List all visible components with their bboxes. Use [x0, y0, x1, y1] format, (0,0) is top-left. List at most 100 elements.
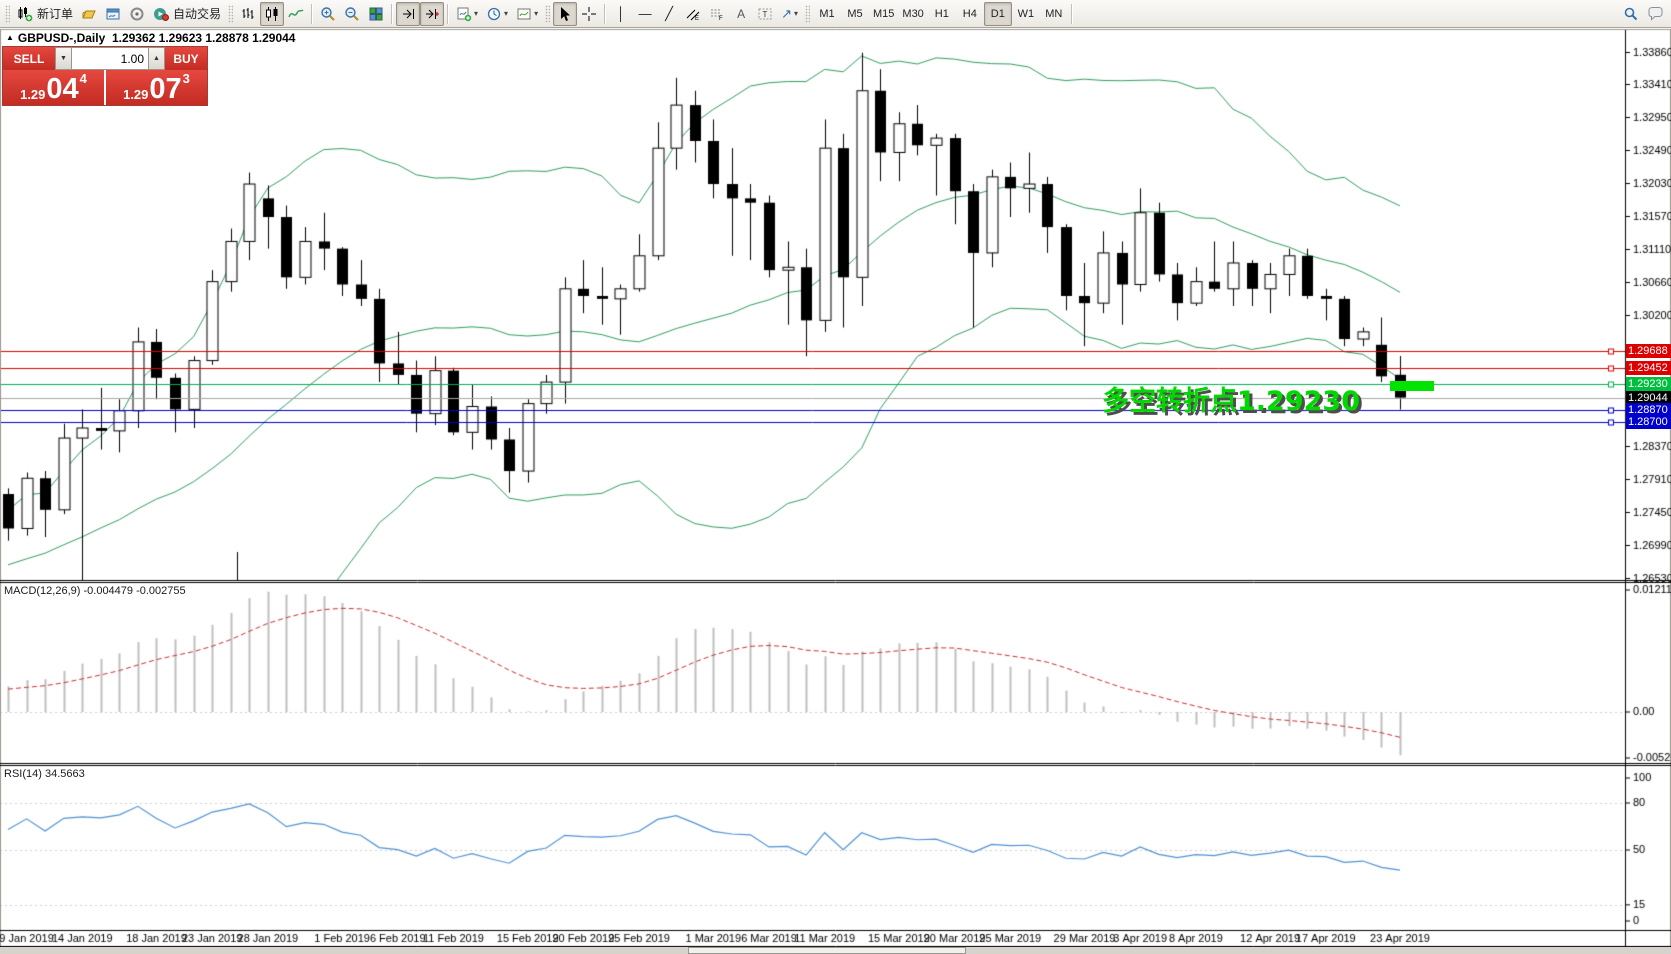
sell-price-big: 04	[46, 73, 79, 105]
sell-price-base: 1.29	[20, 86, 46, 102]
toolbar-grip[interactable]	[545, 4, 551, 23]
templates-button[interactable]: ▾	[512, 2, 542, 26]
crosshair-tool-button[interactable]	[577, 2, 601, 26]
timeframe-button-H1[interactable]: H1	[934, 7, 949, 20]
collapse-triangle-icon[interactable]: ▲	[6, 33, 14, 42]
buy-price[interactable]: 1.29 07 3	[106, 70, 207, 105]
arrows-tool-button[interactable]: ↗ ▾	[777, 2, 802, 26]
price-line-label-5: 1.28700	[1626, 415, 1671, 430]
chat-bubble-icon	[1648, 6, 1663, 21]
main-toolbar: 新订单 自动交易	[0, 0, 1671, 28]
vertical-line-tool-button[interactable]: │	[609, 2, 633, 26]
arrows-icon: ↗	[781, 6, 792, 21]
line-chart-mode-button[interactable]	[284, 2, 308, 26]
scrollbar-thumb[interactable]	[688, 947, 966, 954]
macd-values: -0.004479 -0.002755	[83, 585, 186, 597]
auto-scroll-button[interactable]	[396, 1, 421, 26]
autotrading-icon	[154, 7, 170, 21]
price-line-label-2: 1.29230	[1626, 377, 1671, 392]
chat-button[interactable]	[1643, 2, 1669, 26]
toolbar-grip[interactable]	[5, 4, 10, 23]
timeframe-button-W1[interactable]: W1	[1017, 7, 1035, 20]
timeframe-button-M1[interactable]: M1	[819, 7, 835, 20]
symbol-period-label: GBPUSD-,Daily	[17, 31, 106, 45]
buy-price-big: 07	[149, 73, 182, 105]
horizontal-scrollbar[interactable]	[0, 947, 1671, 954]
trendline-icon: ╱	[665, 6, 673, 21]
rsi-name: RSI(14)	[4, 768, 42, 780]
fibonacci-icon: F	[711, 9, 723, 22]
toolbar-separator	[447, 3, 450, 24]
new-order-button[interactable]: 新订单	[13, 2, 77, 26]
candlestick-icon	[266, 6, 278, 21]
vertical-line-icon: │	[617, 6, 626, 21]
search-button[interactable]	[1619, 2, 1643, 26]
autotrading-label: 自动交易	[173, 7, 222, 21]
profiles-icon	[82, 10, 96, 18]
data-window-icon	[130, 7, 144, 20]
toolbar-grip[interactable]	[805, 4, 810, 23]
chart-shift-button[interactable]	[420, 1, 445, 26]
sell-price-pip: 4	[79, 71, 87, 86]
dropdown-arrow-icon: ▾	[504, 9, 509, 18]
zoom-in-icon	[321, 6, 335, 21]
horizontal-line-tool-button[interactable]: —	[633, 2, 657, 26]
trendline-tool-button[interactable]: ╱	[657, 2, 681, 26]
new-chart-button[interactable]: ▾	[452, 2, 482, 26]
timeframe-bar: M1 M5 M15 M30 H1 H4 D1 W1 MN	[813, 1, 1068, 26]
data-window-button[interactable]	[125, 2, 149, 26]
timeframe-button-D1[interactable]: D1	[983, 1, 1012, 26]
text-icon: A	[737, 6, 746, 21]
tile-windows-icon	[369, 7, 383, 20]
toolbar-separator	[391, 3, 394, 24]
timeframe-button-MN[interactable]: MN	[1045, 7, 1063, 20]
timeframe-button-M15[interactable]: M15	[873, 7, 895, 20]
volume-increase-button[interactable]: ▲	[148, 47, 165, 70]
sell-button[interactable]: SELL	[3, 47, 55, 70]
dropdown-arrow-icon: ▾	[793, 9, 798, 18]
pivot-annotation-text[interactable]: 多空转折点1.29230	[1102, 386, 1360, 417]
tile-windows-button[interactable]	[364, 2, 388, 26]
svg-text:E: E	[695, 16, 699, 22]
zoom-in-button[interactable]	[316, 2, 340, 26]
timeframe-button-H4[interactable]: H4	[962, 7, 977, 20]
zoom-out-button[interactable]	[340, 2, 364, 26]
label-icon: T	[758, 8, 772, 19]
channel-tool-button[interactable]: E	[681, 2, 705, 26]
autotrading-button[interactable]: 自动交易	[149, 2, 225, 26]
toolbar-separator	[604, 3, 607, 24]
volume-decrease-button[interactable]: ▼	[55, 47, 72, 70]
timeframe-button-M30[interactable]: M30	[902, 7, 924, 20]
crosshair-icon	[582, 6, 597, 21]
toolbar-separator	[1070, 3, 1073, 24]
horizontal-line-icon: —	[638, 6, 652, 21]
profiles-button[interactable]	[77, 2, 101, 26]
market-watch-button[interactable]	[101, 2, 125, 26]
one-click-trading-panel: SELL ▼ ▲ BUY 1.29 04 4 1.29 07 3	[2, 46, 208, 106]
fibonacci-tool-button[interactable]: F	[705, 2, 729, 26]
periods-button[interactable]: ▾	[482, 2, 512, 26]
line-chart-icon	[288, 8, 304, 17]
bar-chart-mode-button[interactable]	[236, 2, 260, 26]
candle-chart-mode-button[interactable]	[260, 1, 285, 26]
price-line-label-0: 1.29688	[1626, 344, 1671, 359]
text-tool-button[interactable]: A	[729, 2, 753, 26]
bar-chart-icon	[242, 7, 254, 19]
label-tool-button[interactable]: T	[753, 2, 777, 26]
sell-price[interactable]: 1.29 04 4	[3, 70, 104, 105]
buy-button[interactable]: BUY	[165, 47, 207, 70]
zoom-out-icon	[345, 6, 359, 21]
buy-price-base: 1.29	[123, 86, 149, 102]
highlight-bar[interactable]	[1390, 381, 1434, 391]
toolbar-grip[interactable]	[228, 4, 234, 23]
dropdown-arrow-icon: ▾	[534, 9, 539, 18]
svg-text:F: F	[719, 16, 723, 22]
volume-input[interactable]	[72, 47, 148, 70]
ohlc-values: 1.29362 1.29623 1.28878 1.29044	[111, 31, 296, 45]
cursor-tool-button[interactable]	[553, 1, 578, 26]
macd-label: MACD(12,26,9) -0.004479 -0.002755	[4, 585, 186, 597]
auto-scroll-icon	[403, 8, 415, 19]
buy-price-pip: 3	[182, 71, 190, 86]
timeframe-button-M5[interactable]: M5	[847, 7, 863, 20]
